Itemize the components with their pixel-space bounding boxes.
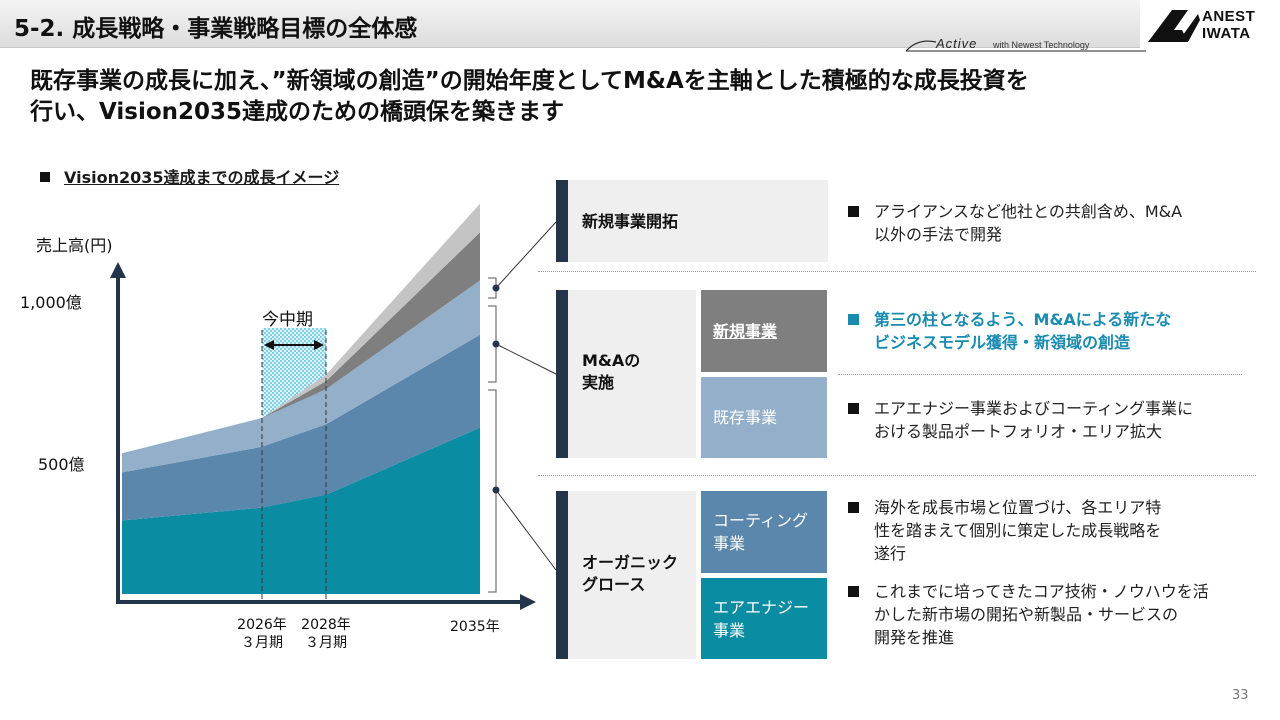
coating-business-line2: 事業 [713,534,746,553]
desc-existing-line2: おける製品ポートフォリオ・エリア拡大 [874,422,1163,441]
ma-label-line2: 実施 [582,373,615,392]
logo-text-line1: ANEST [1202,8,1256,25]
organic-growth-bar [556,491,568,659]
desc-core-tech-line3: 開発を推進 [874,628,955,647]
ma-box [556,290,696,458]
ma-bar [556,290,568,458]
logo-text: ANEST IWATA [1202,8,1255,42]
desc-alliance: アライアンスなど他社との共創含め、M&A 以外の手法で開発 [846,200,1182,246]
desc-core-tech: これまでに培ってきたコア技術・ノウハウを活 かした新市場の開拓や新製品・サービス… [846,580,1209,649]
air-energy-business-line1: エアエナジー [713,597,810,617]
area-series-2 [122,280,480,473]
tagline-sub: with Newest Technology [993,40,1090,50]
section-label-text: Vision2035達成までの成長イメージ [64,168,340,187]
square-bullet-icon [40,172,50,182]
square-bullet-icon [848,586,859,597]
coating-business-line1: コーティング [713,511,809,530]
header-bar [0,0,1140,48]
slide-title: 5-2. 成長戦略・事業戦略目標の全体感 [14,16,418,42]
desc-overseas: 海外を成長市場と位置づけ、各エリア特 性を踏まえて個別に策定した成長戦略を 遂行 [846,496,1161,565]
ma-new-business-label: 新規事業 [713,321,778,341]
desc-alliance-line2: 以外の手法で開発 [874,225,1003,244]
ma-label: M&Aの 実施 [582,350,640,394]
headline-line1: 既存事業の成長に加え、”新領域の創造”の開始年度としてM&Aを主軸とした積極的な… [30,68,1029,94]
new-business-dev-label: 新規事業開拓 [582,212,679,231]
connector-line-ma [495,343,557,375]
new-business-dev-bar [556,180,568,262]
desc-alliance-line1: アライアンスなど他社との共創含め、M&A [874,202,1183,221]
section-label: Vision2035達成までの成長イメージ [40,164,339,188]
headline-line2: 行い、Vision2035達成のための橋頭保を築きます [30,99,565,125]
x-tick-2026: 2026年 ３月期 [234,616,290,652]
desc-core-tech-line1: これまでに培ってきたコア技術・ノウハウを活 [874,582,1209,601]
y-tick-500: 500億 [38,455,85,474]
organic-growth-label: オーガニック グロース [582,552,678,596]
area-series-1 [122,334,480,521]
x-axis-arrow [520,594,536,610]
tagline-active: Active [936,36,978,51]
logo-text-line2: IWATA [1202,25,1251,42]
desc-third-pillar-line1: 第三の柱となるよう、M&Aによる新たな [874,310,1172,329]
connector-line-new [495,221,557,289]
x-tick-2028-year: 2028年 [301,617,351,633]
y-axis-arrow [110,262,126,278]
organic-growth-label-line1: オーガニック [582,553,679,572]
desc-overseas-line3: 遂行 [874,544,907,563]
desc-overseas-line2: 性を踏まえて個別に策定した成長戦略を [874,521,1162,540]
divider-2 [538,475,1256,476]
x-tick-2026-sub: ３月期 [241,635,283,651]
desc-existing: エアエナジー事業およびコーティング事業に おける製品ポートフォリオ・エリア拡大 [846,397,1193,443]
air-energy-business-line2: 事業 [713,620,746,640]
y-axis-label: 売上高(円) [36,236,113,255]
organic-growth-box [556,491,696,659]
organic-growth-label-line2: グロース [582,575,646,594]
coating-business-box: コーティング 事業 [701,491,827,573]
page-number: 33 [1232,688,1249,703]
connector-line-organic [495,489,557,571]
x-tick-2035: 2035年 [450,619,500,635]
period-arrow-left [264,340,274,350]
period-arrow-right [314,340,324,350]
new-business-dev-box [556,180,828,262]
ma-existing-business-box: 既存事業 [701,377,827,458]
desc-third-pillar-line2: ビジネスモデル獲得・新領域の創造 [874,333,1131,352]
company-logo [1148,10,1200,42]
ma-new-business-box: 新規事業 [701,290,827,372]
x-tick-2028: 2028年 ３月期 [298,616,354,652]
desc-existing-line1: エアエナジー事業およびコーティング事業に [874,399,1194,418]
tagline-swoosh [906,40,1146,52]
square-bullet-icon [848,314,859,325]
desc-overseas-line1: 海外を成長市場と位置づけ、各エリア特 [874,498,1162,517]
desc-third-pillar: 第三の柱となるよう、M&Aによる新たな ビジネスモデル獲得・新領域の創造 [846,308,1171,354]
square-bullet-icon [848,206,859,217]
air-energy-business-box: エアエナジー 事業 [701,578,827,659]
divider-1 [538,271,1256,272]
divider-ma-inner [838,374,1242,375]
period-label: 今中期 [262,310,313,330]
square-bullet-icon [848,403,859,414]
ma-label-line1: M&Aの [582,351,641,370]
square-bullet-icon [848,502,859,513]
desc-core-tech-line2: かした新市場の開拓や新製品・サービスの [874,605,1179,624]
y-tick-1000: 1,000億 [20,293,82,312]
x-tick-2028-sub: ３月期 [305,635,347,651]
x-tick-2026-year: 2026年 [237,617,287,633]
area-series-0 [122,427,480,594]
headline: 既存事業の成長に加え、”新領域の創造”の開始年度としてM&Aを主軸とした積極的な… [30,66,1250,128]
ma-existing-business-label: 既存事業 [713,408,778,427]
